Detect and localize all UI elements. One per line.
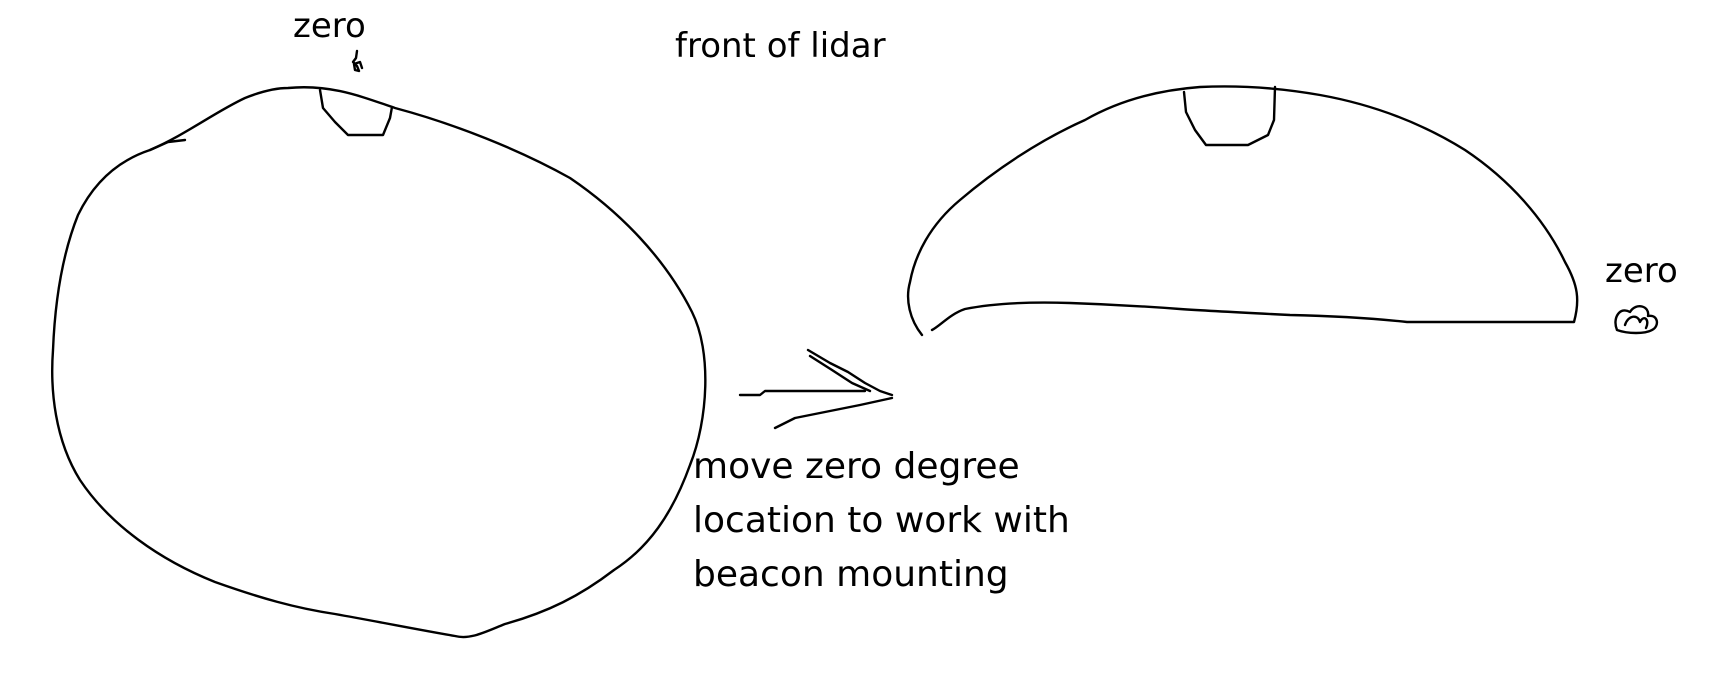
left-tick-stroke [148, 138, 187, 152]
lidar-outline-full [51, 86, 707, 639]
instruction-note-line: move zero degree [693, 446, 1020, 487]
instruction-note-line: beacon mounting [693, 554, 1009, 595]
right-zero-marker [1614, 305, 1659, 335]
arrow-head-upper-inner [808, 354, 872, 393]
lidar-outline-half [906, 85, 1579, 337]
zero-label-left: zero [293, 6, 366, 46]
left-zero-marker [351, 49, 364, 73]
arrow-shaft [738, 389, 867, 397]
right-notch [1182, 85, 1277, 147]
left-notch [318, 88, 394, 137]
arrow-head-lower [773, 396, 894, 430]
instruction-note: move zero degree location to work with b… [693, 440, 1113, 602]
arrow-head-upper [806, 348, 894, 397]
zero-label-right: zero [1605, 251, 1678, 291]
instruction-note-line: location to work with [693, 500, 1070, 541]
front-of-lidar-label: front of lidar [675, 26, 886, 66]
